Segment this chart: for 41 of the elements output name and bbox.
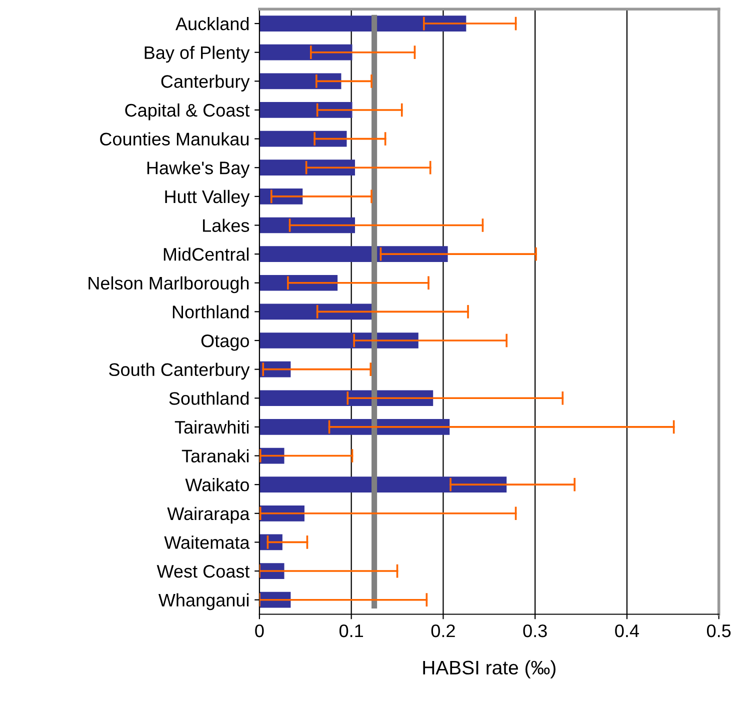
- x-tick-label: 0: [255, 624, 264, 638]
- bar: [259, 44, 352, 60]
- y-tick-label: Bay of Plenty: [144, 46, 250, 63]
- x-tick-label: 0.4: [615, 624, 639, 638]
- x-axis-title: HABSI rate (‰): [423, 660, 556, 678]
- y-tick-label: South Canterbury: [109, 362, 250, 380]
- bar: [259, 217, 356, 234]
- y-tick-label: Capital & Coast: [125, 103, 250, 120]
- y-tick-label: Whanganui: [158, 593, 249, 610]
- bar: [259, 130, 347, 147]
- y-tick-label: Tairawhiti: [174, 420, 249, 434]
- y-tick-label: Waikato: [185, 478, 249, 492]
- bar: [259, 304, 372, 320]
- bar: [259, 476, 507, 493]
- y-tick-label: MidCentral: [164, 248, 249, 261]
- bar: [259, 246, 448, 262]
- y-tick-label: Nelson Marlborough: [88, 276, 249, 294]
- y-tick-label: Counties Manukau: [100, 132, 249, 146]
- bar: [259, 102, 352, 118]
- y-tick-label: Lakes: [203, 218, 250, 232]
- bar: [259, 419, 450, 435]
- x-tick-label: 0.5: [706, 624, 731, 638]
- bar: [259, 160, 356, 176]
- bar: [259, 16, 466, 32]
- y-tick-label: Otago: [201, 334, 249, 351]
- y-tick-label: Northland: [172, 305, 249, 318]
- y-tick-label: Southland: [169, 392, 249, 405]
- y-tick-label: Taranaki: [182, 449, 249, 462]
- y-tick-label: Canterbury: [161, 74, 250, 92]
- y-tick-label: Hawke's Bay: [147, 161, 250, 178]
- x-tick-label: 0.2: [431, 624, 455, 638]
- x-tick-label: 0.1: [339, 624, 363, 638]
- x-tick-label: 0.3: [523, 624, 547, 638]
- bar: [259, 332, 418, 348]
- y-tick-label: Wairarapa: [167, 506, 250, 524]
- bar: [259, 73, 342, 90]
- y-tick-label: Auckland: [175, 16, 249, 30]
- bar: [259, 274, 338, 291]
- y-tick-label: West Coast: [156, 564, 250, 578]
- y-tick-label: Waitemata: [164, 536, 250, 549]
- y-tick-label: Hutt Valley: [165, 190, 250, 207]
